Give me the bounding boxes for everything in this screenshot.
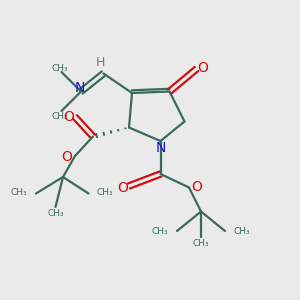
Text: CH₃: CH₃ — [233, 227, 250, 236]
Text: H: H — [96, 56, 105, 69]
Text: O: O — [198, 61, 208, 74]
Text: CH₃: CH₃ — [97, 188, 113, 197]
Text: CH₃: CH₃ — [193, 239, 209, 248]
Text: CH₃: CH₃ — [47, 209, 64, 218]
Text: CH₃: CH₃ — [152, 227, 169, 236]
Text: N: N — [156, 141, 166, 154]
Text: O: O — [117, 181, 128, 194]
Text: O: O — [61, 150, 72, 164]
Text: N: N — [74, 81, 85, 95]
Text: CH₃: CH₃ — [11, 188, 28, 197]
Text: O: O — [191, 180, 202, 194]
Text: O: O — [63, 110, 74, 124]
Text: CH₃: CH₃ — [52, 112, 68, 121]
Text: CH₃: CH₃ — [52, 64, 68, 73]
